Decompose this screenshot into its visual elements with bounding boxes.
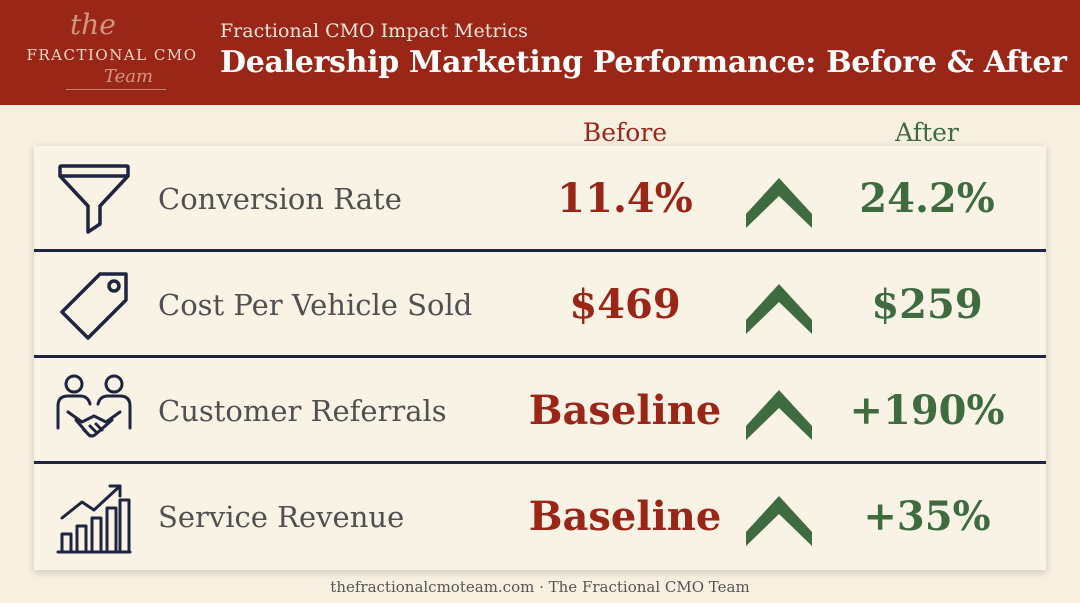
page-subtitle: Fractional CMO Impact Metrics	[220, 20, 528, 42]
funnel-icon	[54, 160, 134, 240]
before-value: Baseline	[528, 493, 722, 540]
row-divider	[34, 249, 1046, 252]
logo-name-text: FRACTIONAL CMO	[26, 46, 198, 64]
up-chevron-icon	[744, 272, 814, 338]
up-chevron-icon	[744, 166, 814, 232]
metric-label: Conversion Rate	[158, 182, 402, 216]
before-column-header: Before	[582, 118, 668, 147]
metrics-panel: Conversion Rate 11.4% 24.2% Cost Per Veh…	[34, 146, 1046, 570]
logo-team-text: Team	[104, 66, 154, 87]
page-title: Dealership Marketing Performance: Before…	[220, 45, 1067, 80]
brand-logo: the FRACTIONAL CMO Team	[22, 6, 202, 98]
after-column-header: After	[895, 118, 959, 147]
before-value: $469	[569, 281, 681, 328]
after-value: +35%	[863, 493, 991, 540]
metric-row-conversion-rate: Conversion Rate 11.4% 24.2%	[34, 146, 1046, 252]
price-tag-icon	[54, 266, 134, 346]
handshake-people-icon	[54, 372, 134, 452]
row-divider	[34, 355, 1046, 358]
footer-credit: thefractionalcmoteam.com · The Fractiona…	[330, 578, 750, 596]
up-chevron-icon	[744, 484, 814, 550]
logo-underline	[66, 89, 166, 90]
header-banner: the FRACTIONAL CMO Team Fractional CMO I…	[0, 0, 1080, 105]
after-value: $259	[871, 281, 983, 328]
after-value: 24.2%	[859, 175, 995, 222]
logo-the-text: the	[70, 8, 116, 41]
after-value: +190%	[849, 387, 1005, 434]
metric-row-customer-referrals: Customer Referrals Baseline +190%	[34, 358, 1046, 464]
row-divider	[34, 461, 1046, 464]
metric-row-service-revenue: Service Revenue Baseline +35%	[34, 464, 1046, 570]
metric-row-cost-per-vehicle: Cost Per Vehicle Sold $469 $259	[34, 252, 1046, 358]
growth-chart-icon	[54, 478, 134, 558]
metric-label: Customer Referrals	[158, 394, 447, 428]
before-value: Baseline	[528, 387, 722, 434]
metric-label: Cost Per Vehicle Sold	[158, 288, 473, 322]
before-value: 11.4%	[557, 175, 693, 222]
up-chevron-icon	[744, 378, 814, 444]
metric-label: Service Revenue	[158, 500, 405, 534]
